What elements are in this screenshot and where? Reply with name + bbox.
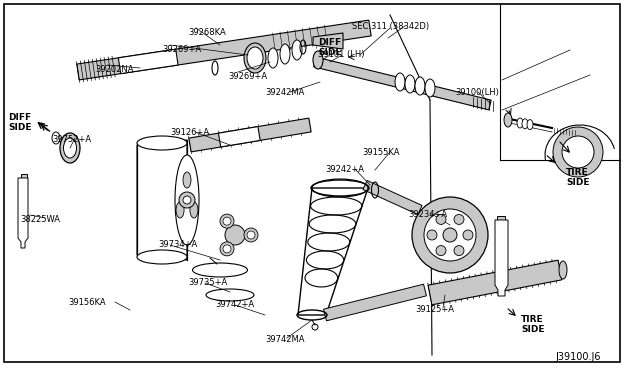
- Text: 38225WA: 38225WA: [20, 215, 60, 224]
- Polygon shape: [502, 8, 618, 158]
- Ellipse shape: [63, 138, 77, 158]
- Text: 39268KA: 39268KA: [188, 28, 226, 37]
- Bar: [21, 174, 27, 178]
- Text: 39242+A: 39242+A: [325, 165, 364, 174]
- Text: 39100(LH): 39100(LH): [455, 88, 499, 97]
- Text: 39101 (LH): 39101 (LH): [318, 50, 365, 59]
- Text: 39269+A: 39269+A: [228, 72, 267, 81]
- Ellipse shape: [137, 250, 187, 264]
- Text: 39269+A: 39269+A: [162, 45, 201, 54]
- Polygon shape: [77, 20, 371, 80]
- Text: SEC.311 (38342D): SEC.311 (38342D): [352, 22, 429, 31]
- Circle shape: [247, 231, 255, 239]
- Text: 39734+A: 39734+A: [158, 240, 197, 249]
- Bar: [497, 216, 505, 220]
- Ellipse shape: [60, 133, 80, 163]
- Circle shape: [553, 127, 603, 177]
- Circle shape: [562, 136, 594, 168]
- Circle shape: [183, 196, 191, 204]
- Text: 39752+A: 39752+A: [52, 135, 91, 144]
- Ellipse shape: [190, 202, 198, 218]
- Text: 39155KA: 39155KA: [362, 148, 399, 157]
- Ellipse shape: [176, 202, 184, 218]
- Polygon shape: [495, 220, 508, 296]
- Circle shape: [454, 214, 464, 224]
- Text: 39125+A: 39125+A: [415, 305, 454, 314]
- Polygon shape: [189, 118, 311, 152]
- Circle shape: [223, 217, 231, 225]
- Polygon shape: [428, 260, 562, 305]
- Text: J39100.J6: J39100.J6: [555, 352, 600, 362]
- Text: DIFF
SIDE: DIFF SIDE: [8, 113, 31, 132]
- Polygon shape: [313, 33, 343, 49]
- Ellipse shape: [522, 119, 528, 129]
- Text: 39735+A: 39735+A: [188, 278, 227, 287]
- Text: 39742MA: 39742MA: [265, 335, 305, 344]
- Ellipse shape: [425, 79, 435, 97]
- Ellipse shape: [137, 136, 187, 150]
- Ellipse shape: [559, 261, 567, 279]
- Polygon shape: [363, 180, 422, 215]
- Text: 39742+A: 39742+A: [215, 300, 254, 309]
- Polygon shape: [18, 178, 28, 248]
- Polygon shape: [137, 140, 187, 260]
- Ellipse shape: [395, 73, 405, 91]
- Text: 39234+A: 39234+A: [408, 210, 447, 219]
- Ellipse shape: [280, 44, 290, 64]
- Text: 39242MA: 39242MA: [265, 88, 305, 97]
- Ellipse shape: [244, 43, 266, 73]
- Circle shape: [244, 228, 258, 242]
- Ellipse shape: [313, 51, 323, 69]
- Circle shape: [436, 246, 446, 256]
- Circle shape: [220, 242, 234, 256]
- Ellipse shape: [415, 77, 425, 95]
- Polygon shape: [118, 49, 178, 74]
- Polygon shape: [218, 126, 260, 147]
- Circle shape: [179, 192, 195, 208]
- Text: TIRE
SIDE: TIRE SIDE: [521, 315, 545, 334]
- Ellipse shape: [183, 172, 191, 188]
- Circle shape: [424, 209, 476, 261]
- Circle shape: [443, 228, 457, 242]
- Circle shape: [427, 230, 437, 240]
- Circle shape: [454, 246, 464, 256]
- Circle shape: [220, 214, 234, 228]
- Ellipse shape: [268, 48, 278, 68]
- Ellipse shape: [292, 40, 302, 60]
- Ellipse shape: [434, 200, 450, 270]
- Text: 39126+A: 39126+A: [170, 128, 209, 137]
- Ellipse shape: [527, 120, 533, 129]
- Ellipse shape: [504, 113, 512, 127]
- Ellipse shape: [517, 118, 523, 128]
- Circle shape: [463, 230, 473, 240]
- Text: DIFF
SIDE: DIFF SIDE: [318, 38, 342, 57]
- Circle shape: [223, 245, 231, 253]
- Polygon shape: [324, 284, 426, 321]
- Ellipse shape: [175, 155, 199, 245]
- Circle shape: [436, 214, 446, 224]
- Ellipse shape: [405, 75, 415, 93]
- Text: 39202NA: 39202NA: [95, 65, 134, 74]
- Text: TIRE
SIDE: TIRE SIDE: [566, 168, 589, 187]
- Ellipse shape: [247, 47, 263, 69]
- Polygon shape: [298, 188, 368, 315]
- Polygon shape: [314, 57, 491, 110]
- Circle shape: [412, 197, 488, 273]
- Circle shape: [225, 225, 245, 245]
- Text: 39156KA: 39156KA: [68, 298, 106, 307]
